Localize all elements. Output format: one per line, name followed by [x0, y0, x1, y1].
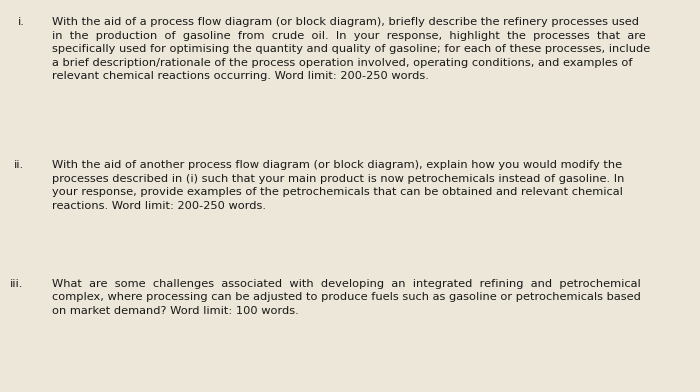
Text: iii.: iii.	[10, 279, 23, 289]
Text: a brief description/rationale of the process operation involved, operating condi: a brief description/rationale of the pro…	[52, 58, 633, 67]
Text: on market demand? Word limit: 100 words.: on market demand? Word limit: 100 words.	[52, 306, 299, 316]
Text: specifically used for optimising the quantity and quality of gasoline; for each : specifically used for optimising the qua…	[52, 44, 650, 54]
Text: With the aid of another process flow diagram (or block diagram), explain how you: With the aid of another process flow dia…	[52, 160, 622, 170]
Text: in  the  production  of  gasoline  from  crude  oil.  In  your  response,  highl: in the production of gasoline from crude…	[52, 31, 645, 40]
Text: ii.: ii.	[14, 160, 24, 170]
Text: complex, where processing can be adjusted to produce fuels such as gasoline or p: complex, where processing can be adjuste…	[52, 292, 641, 303]
Text: your response, provide examples of the petrochemicals that can be obtained and r: your response, provide examples of the p…	[52, 187, 623, 197]
Text: processes described in (i) such that your main product is now petrochemicals ins: processes described in (i) such that you…	[52, 174, 624, 183]
Text: What  are  some  challenges  associated  with  developing  an  integrated  refin: What are some challenges associated with…	[52, 279, 640, 289]
Text: i.: i.	[18, 17, 25, 27]
Text: With the aid of a process flow diagram (or block diagram), briefly describe the : With the aid of a process flow diagram (…	[52, 17, 639, 27]
Text: reactions. Word limit: 200-250 words.: reactions. Word limit: 200-250 words.	[52, 200, 266, 211]
Text: relevant chemical reactions occurring. Word limit: 200-250 words.: relevant chemical reactions occurring. W…	[52, 71, 429, 81]
